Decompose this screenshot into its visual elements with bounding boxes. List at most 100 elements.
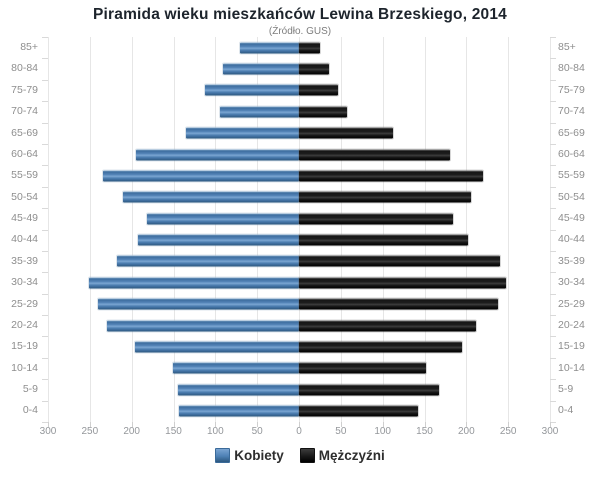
- age-label-35-39: 35-39: [11, 254, 38, 267]
- legend-swatch-kobiety-icon: [215, 448, 231, 463]
- axis-tick-left: [42, 229, 48, 231]
- axis-tick-right: [550, 229, 556, 231]
- axis-tick-right: [550, 208, 556, 210]
- legend-swatch-mezczyzni-icon: [299, 448, 315, 463]
- age-label-80-84: 80-84: [11, 62, 38, 75]
- bar-kobiety-35-39: [116, 255, 299, 267]
- x-axis-tick: [173, 422, 175, 427]
- x-axis-label-9: 150: [416, 426, 433, 437]
- axis-tick-left: [42, 422, 48, 423]
- x-axis-tick: [257, 422, 259, 427]
- pyramid-row-30-34: [48, 272, 550, 293]
- axis-tick-right: [550, 101, 556, 103]
- bar-mezczyzni-65-69: [299, 127, 393, 139]
- gridline: [299, 37, 300, 422]
- age-label-55-59: 55-59: [11, 169, 38, 182]
- pyramid-row-80-84: [48, 58, 550, 79]
- axis-tick-right: [550, 422, 556, 423]
- axis-tick-right: [550, 250, 556, 252]
- chart-title: Piramida wieku mieszkańców Lewina Brzesk…: [92, 6, 508, 23]
- bar-kobiety-70-74: [220, 106, 299, 118]
- axis-tick-right: [550, 379, 556, 381]
- bar-kobiety-15-19: [135, 341, 299, 353]
- age-label-15-19: 15-19: [11, 340, 38, 353]
- age-label-5-9: 5-9: [22, 383, 38, 395]
- bar-mezczyzni-45-49: [299, 213, 453, 225]
- legend: Kobiety Mężczyźni: [0, 448, 600, 463]
- x-axis-label-8: 100: [374, 426, 391, 437]
- bar-kobiety-75-79: [205, 84, 299, 96]
- age-label-80-84: 80-84: [558, 62, 585, 75]
- x-axis-label-4: 100: [206, 426, 224, 437]
- age-label-60-64: 60-64: [558, 147, 585, 160]
- pyramid-row-45-49: [48, 208, 550, 229]
- bar-mezczyzni-40-44: [299, 234, 468, 246]
- pyramid-row-20-24: [48, 315, 550, 336]
- axis-tick-left: [42, 186, 48, 188]
- age-label-40-44: 40-44: [558, 233, 585, 246]
- chart-subtitle: (Źródło. GUS): [268, 26, 332, 37]
- pyramid-row-15-19: [48, 336, 550, 357]
- age-label-10-14: 10-14: [558, 361, 585, 374]
- axis-tick-left: [42, 315, 48, 317]
- gridline: [382, 37, 384, 422]
- plot-area: [48, 37, 551, 422]
- age-label-50-54: 50-54: [11, 190, 38, 203]
- age-label-35-39: 35-39: [558, 254, 585, 267]
- gridline: [131, 37, 133, 422]
- x-axis-tick: [382, 422, 384, 427]
- pyramid-row-25-29: [48, 294, 550, 315]
- bar-mezczyzni-70-74: [299, 106, 347, 118]
- pyramid-row-85+: [48, 37, 550, 58]
- axis-tick-left: [42, 250, 48, 252]
- axis-tick-right: [550, 293, 556, 295]
- age-label-15-19: 15-19: [558, 340, 585, 353]
- bar-kobiety-85+: [239, 42, 299, 54]
- bar-kobiety-55-59: [103, 170, 299, 182]
- age-label-20-24: 20-24: [558, 318, 585, 331]
- age-label-5-9: 5-9: [558, 383, 574, 395]
- gridline: [340, 37, 342, 422]
- bar-kobiety-0-4: [178, 405, 299, 417]
- age-label-25-29: 25-29: [11, 297, 38, 310]
- age-label-75-79: 75-79: [11, 83, 38, 96]
- bar-kobiety-25-29: [98, 298, 299, 310]
- age-label-25-29: 25-29: [558, 297, 585, 310]
- bar-mezczyzni-55-59: [299, 170, 484, 182]
- bar-mezczyzni-85+: [299, 42, 320, 54]
- x-axis-tick: [299, 422, 300, 427]
- pyramid-row-5-9: [48, 379, 550, 400]
- axis-tick-left: [42, 122, 48, 124]
- x-axis-label-6: 0: [296, 426, 302, 437]
- x-axis-tick: [215, 422, 217, 427]
- age-label-65-69: 65-69: [558, 126, 585, 139]
- x-axis-tick: [340, 422, 342, 427]
- bar-kobiety-80-84: [222, 63, 299, 75]
- pyramid-row-70-74: [48, 101, 550, 122]
- x-axis-tick: [550, 422, 551, 427]
- axis-tick-left: [42, 208, 48, 210]
- axis-tick-right: [550, 357, 556, 359]
- gridline: [466, 37, 468, 422]
- pyramid-row-10-14: [48, 358, 550, 379]
- age-label-55-59: 55-59: [558, 169, 585, 182]
- x-axis-label-10: 200: [457, 426, 475, 437]
- bar-mezczyzni-15-19: [299, 341, 463, 353]
- axis-tick-right: [550, 186, 556, 188]
- bar-mezczyzni-60-64: [299, 149, 450, 161]
- bar-kobiety-50-54: [123, 191, 299, 203]
- age-label-45-49: 45-49: [558, 212, 585, 224]
- legend-label-mezczyzni: Mężczyźni: [318, 448, 385, 463]
- gridline: [508, 37, 510, 422]
- axis-tick-left: [42, 58, 48, 60]
- axis-tick-left: [42, 79, 48, 81]
- axis-tick-left: [42, 293, 48, 295]
- x-axis-label-7: 50: [335, 426, 347, 437]
- age-label-85+: 85+: [558, 41, 576, 53]
- x-axis-tick: [89, 422, 91, 427]
- age-label-30-34: 30-34: [558, 276, 585, 289]
- x-axis-label-11: 250: [499, 426, 517, 437]
- bar-mezczyzni-50-54: [299, 191, 471, 203]
- age-label-0-4: 0-4: [22, 404, 38, 417]
- axis-tick-right: [550, 272, 556, 274]
